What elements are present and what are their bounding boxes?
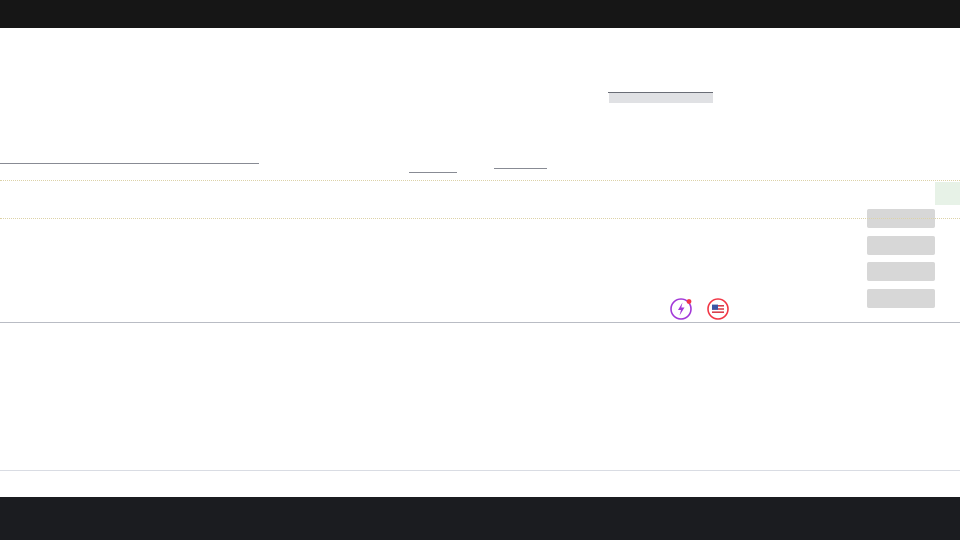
rsi-indicator-canvas[interactable] [0,322,960,470]
dotted-level-line-upper [0,180,960,181]
title-bar [0,0,960,28]
bos-line-3 [494,168,547,169]
pane-separator[interactable] [0,322,960,323]
vta-button[interactable] [867,289,935,308]
tlq-line [608,92,713,93]
notification-dot [686,299,692,304]
lightning-bolt-glyph [678,302,685,316]
target-zone-box [935,182,960,205]
flag-news-icon[interactable] [705,296,731,322]
msu-button[interactable] [867,262,935,281]
dotted-level-line-lower [0,218,960,219]
extreme-zone [609,93,713,103]
lightning-replay-icon[interactable] [669,296,695,322]
price-chart-canvas[interactable] [0,28,960,322]
bos-line-2 [409,172,457,173]
efficiency-button[interactable] [867,236,935,255]
bottom-logo-bar [0,497,960,540]
us-flag-glyph [712,304,724,313]
time-axis[interactable] [0,470,960,498]
bos-line-1 [0,163,259,164]
